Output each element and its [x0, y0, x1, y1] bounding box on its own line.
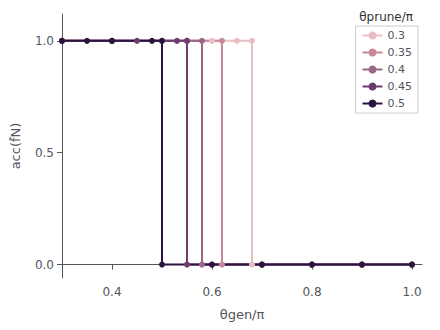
svg-text:0.8: 0.8 [302, 285, 321, 299]
svg-text:0.0: 0.0 [35, 258, 54, 272]
svg-text:θprune/π: θprune/π [359, 10, 413, 24]
svg-text:0.3: 0.3 [388, 29, 406, 42]
svg-text:θgen/π: θgen/π [220, 307, 265, 322]
svg-text:acc(f̂N): acc(f̂N) [8, 123, 23, 170]
svg-text:0.4: 0.4 [102, 285, 121, 299]
svg-text:0.5: 0.5 [388, 97, 406, 110]
svg-text:0.45: 0.45 [388, 80, 413, 93]
svg-text:0.35: 0.35 [388, 46, 413, 59]
svg-text:1.0: 1.0 [35, 34, 54, 48]
svg-text:1.0: 1.0 [402, 285, 421, 299]
svg-text:0.5: 0.5 [35, 146, 54, 160]
svg-text:0.4: 0.4 [388, 63, 406, 76]
svg-text:0.6: 0.6 [202, 285, 221, 299]
